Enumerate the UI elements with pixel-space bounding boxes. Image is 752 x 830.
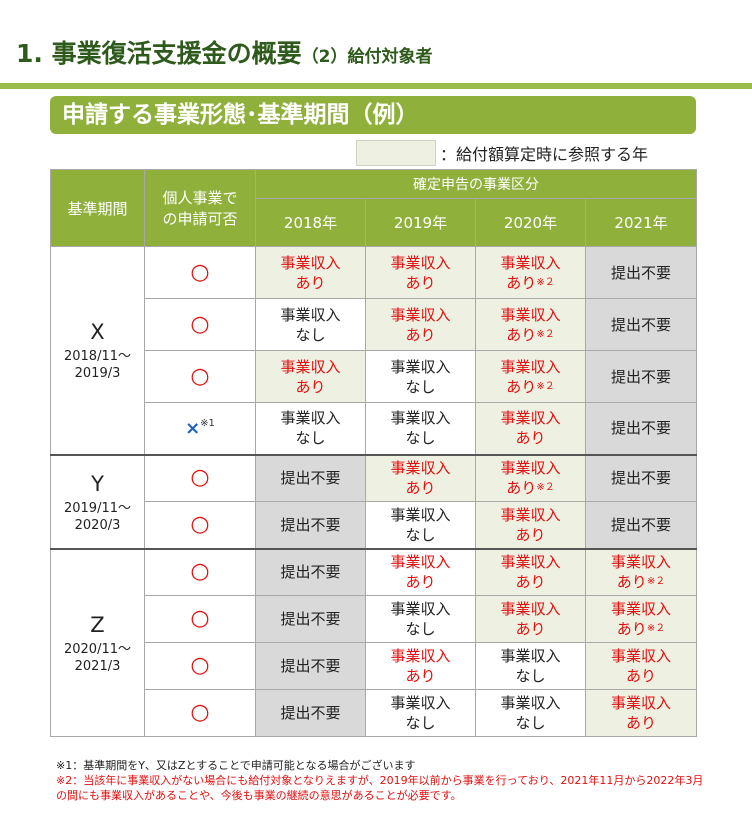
cell-income-no: 事業収入 なし [255, 402, 366, 455]
circle-mark: ○ [190, 653, 210, 678]
period-x: X 2018/11～ 2019/3 [50, 246, 145, 455]
cell-income-yes: 事業収入 あり※２ [585, 547, 697, 596]
table-row: Y 2019/11～ 2020/3 ○ 提出不要 事業収入 あり 事業収入 あり※２ 提… [50, 453, 697, 549]
circle-mark: ○ [190, 606, 210, 631]
cell-income-no: 事業収入 なし [365, 402, 476, 455]
table-row: ○ 提出不要 事業収入 なし 事業収入 あり 提出不要 [51, 501, 697, 549]
footnotes: ※1：基準期間をY、又はZとすることで申請可能となる場合がございます ※2：当該… [56, 758, 706, 803]
table-row: ○ 事業収入 あり 事業収入 なし 事業収入 あり※２ 提出不要 [51, 350, 697, 403]
cell-not-required: 提出不要 [585, 501, 697, 549]
eligibility-table: 基準期間 個人事業で の申請可否 確定申告の事業区分 2018年 2019年 20… [50, 169, 697, 737]
cell-not-required: 提出不要 [585, 453, 697, 502]
cell-income-yes: 事業収入 あり※２ [475, 298, 586, 351]
cell-income-yes: 事業収入 あり [475, 547, 586, 596]
header-period: 基準期間 [50, 169, 145, 247]
cell-income-yes: 事業収入 あり [475, 595, 586, 643]
cell-income-yes: 事業収入 あり [365, 642, 476, 690]
header-individual: 個人事業で の申請可否 [144, 169, 256, 247]
circle-mark: ○ [190, 511, 210, 537]
cell-income-yes: 事業収入 あり [475, 501, 586, 549]
page-title: 1. 事業復活支援金の概要（2）給付対象者 [16, 34, 432, 70]
cell-income-yes: 事業収入 あり※２ [585, 595, 697, 643]
footnote-2: ※2：当該年に事業収入がない場合にも給付対象となりえますが、2019年以前から事… [56, 774, 704, 802]
cell-income-yes: 事業収入 あり [585, 642, 697, 690]
title-main: 1. 事業復活支援金の概要 [16, 39, 302, 68]
table-row: X 2018/11～ 2019/3 ○ 事業収入 あり 事業収入 あり 事業収入 あり※２… [50, 246, 697, 455]
section-banner: 申請する事業形態･基準期間（例） [50, 96, 696, 134]
circle-mark: ○ [190, 363, 210, 389]
cell-not-required: 提出不要 [585, 402, 697, 455]
cell-income-yes: 事業収入 あり※２ [475, 350, 586, 403]
cell-income-no: 事業収入 なし [255, 298, 366, 351]
legend-swatch [356, 140, 436, 166]
header-year-2018: 2018年 [255, 198, 366, 247]
table-row: ○ 提出不要 事業収入 あり 事業収入 なし 事業収入 あり [51, 642, 697, 690]
cell-income-no: 事業収入 なし [365, 595, 476, 643]
cell-not-required: 提出不要 [585, 298, 697, 351]
header-year-2021: 2021年 [585, 198, 697, 247]
cell-income-yes: 事業収入 あり [475, 402, 586, 455]
cell-not-required: 提出不要 [255, 453, 366, 502]
cross-mark: ×※1 [185, 417, 215, 439]
cell-income-yes: 事業収入 あり※２ [475, 453, 586, 502]
circle-mark: ○ [190, 259, 210, 285]
circle-mark: ○ [190, 465, 210, 491]
cell-income-yes: 事業収入 あり※２ [475, 246, 586, 299]
period-y: Y 2019/11～ 2020/3 [50, 453, 145, 549]
cell-not-required: 提出不要 [255, 595, 366, 643]
cell-not-required: 提出不要 [255, 501, 366, 549]
cell-income-yes: 事業収入 あり [255, 246, 366, 299]
cell-income-yes: 事業収入 あり [585, 689, 697, 737]
title-underline [0, 83, 752, 89]
cell-income-no: 事業収入 なし [475, 642, 586, 690]
table-row: Z 2020/11～ 2021/3 ○ 提出不要 事業収入 あり 事業収入 あり 事業収… [50, 547, 697, 737]
legend-text: ：給付額算定時に参照する年 [440, 145, 649, 164]
header-business-category: 確定申告の事業区分 [255, 169, 697, 199]
cell-income-yes: 事業収入 あり [365, 298, 476, 351]
cell-income-yes: 事業収入 あり [365, 453, 476, 502]
cell-income-yes: 事業収入 あり [365, 547, 476, 596]
period-z: Z 2020/11～ 2021/3 [50, 547, 145, 737]
cell-not-required: 提出不要 [255, 642, 366, 690]
circle-mark: ○ [190, 311, 210, 337]
header-year-2020: 2020年 [475, 198, 586, 247]
title-subtitle: （2）給付対象者 [301, 47, 433, 67]
table-row: ○ 事業収入 なし 事業収入 あり 事業収入 あり※２ 提出不要 [51, 298, 697, 351]
cell-income-no: 事業収入 なし [365, 350, 476, 403]
cell-not-required: 提出不要 [585, 246, 697, 299]
table-row: ○ 提出不要 事業収入 なし 事業収入 なし 事業収入 あり [51, 689, 697, 737]
cell-income-no: 事業収入 なし [365, 689, 476, 737]
cell-income-yes: 事業収入 あり [365, 246, 476, 299]
cell-income-yes: 事業収入 あり [255, 350, 366, 403]
table-row: ×※1 事業収入 なし 事業収入 なし 事業収入 あり 提出不要 [51, 402, 697, 455]
footnote-1: ※1：基準期間をY、又はZとすることで申請可能となる場合がございます [56, 759, 416, 772]
header-year-2019: 2019年 [365, 198, 476, 247]
circle-mark: ○ [190, 559, 210, 585]
cell-income-no: 事業収入 なし [475, 689, 586, 737]
circle-mark: ○ [190, 700, 210, 725]
cell-not-required: 提出不要 [585, 350, 697, 403]
table-row: ○ 提出不要 事業収入 なし 事業収入 あり 事業収入 あり※２ [51, 595, 697, 643]
cell-not-required: 提出不要 [255, 689, 366, 737]
cell-not-required: 提出不要 [255, 547, 366, 596]
cell-income-no: 事業収入 なし [365, 501, 476, 549]
